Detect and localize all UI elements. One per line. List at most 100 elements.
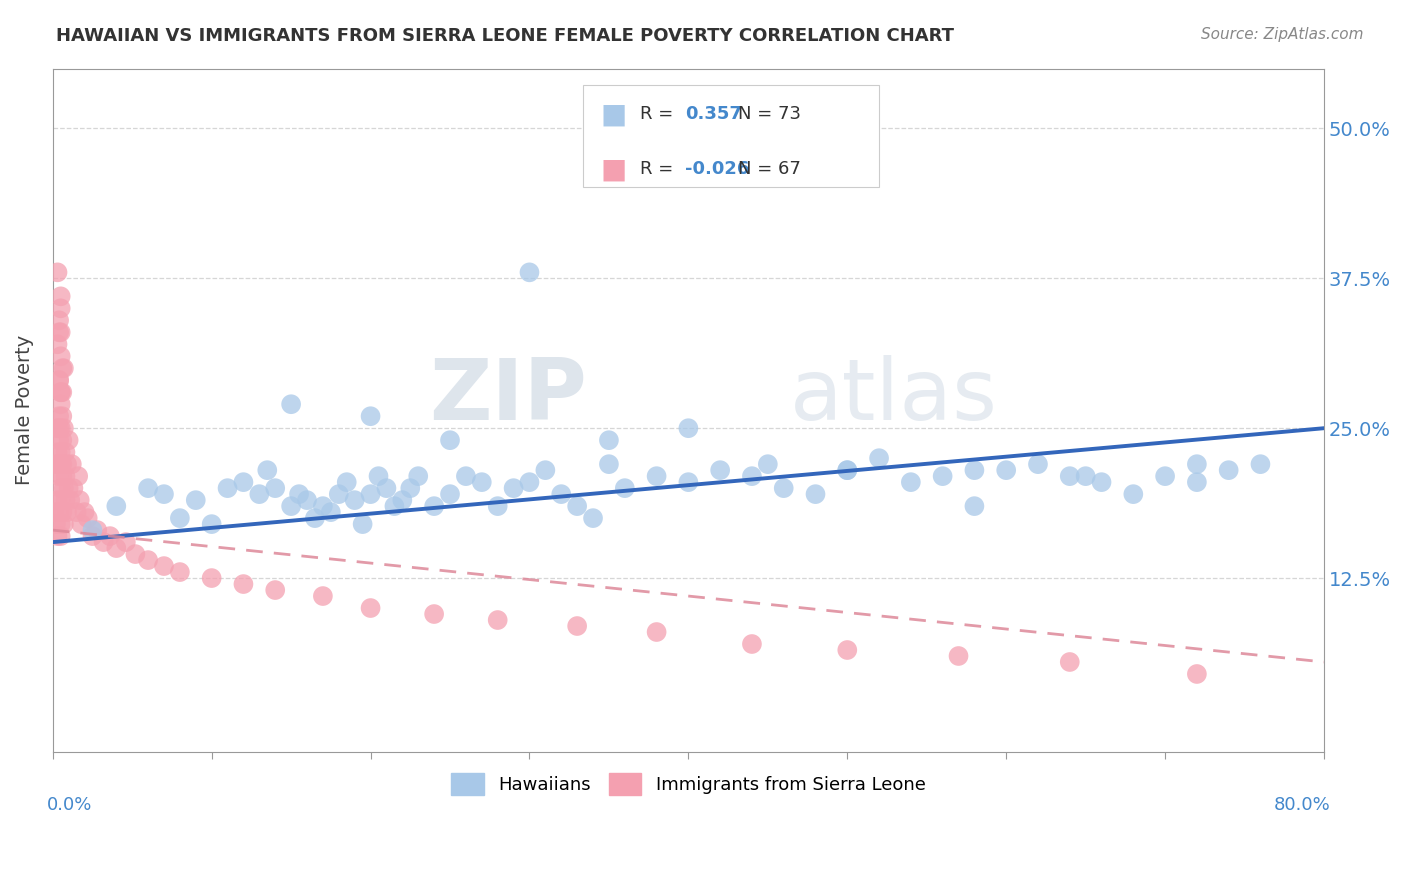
Point — [93, 535, 115, 549]
Text: HAWAIIAN VS IMMIGRANTS FROM SIERRA LEONE FEMALE POVERTY CORRELATION CHART: HAWAIIAN VS IMMIGRANTS FROM SIERRA LEONE… — [56, 27, 955, 45]
Point — [51, 409, 73, 424]
Point — [136, 481, 159, 495]
Point — [46, 265, 69, 279]
Point — [49, 385, 72, 400]
Point — [502, 481, 524, 495]
Point — [312, 589, 335, 603]
Point — [51, 469, 73, 483]
Point — [328, 487, 350, 501]
Point — [312, 499, 335, 513]
Point — [48, 313, 70, 327]
Point — [963, 499, 986, 513]
Text: 0.0%: 0.0% — [46, 797, 91, 814]
Point — [46, 337, 69, 351]
Point — [105, 499, 128, 513]
Point — [51, 457, 73, 471]
Point — [49, 493, 72, 508]
Point — [319, 505, 342, 519]
Point — [931, 469, 953, 483]
Point — [1249, 457, 1271, 471]
Point — [67, 469, 90, 483]
Point — [486, 613, 509, 627]
Point — [58, 433, 80, 447]
Point — [169, 511, 191, 525]
Point — [360, 487, 382, 501]
Point — [232, 577, 254, 591]
Point — [534, 463, 557, 477]
Point — [868, 451, 890, 466]
Point — [900, 475, 922, 490]
Point — [837, 463, 859, 477]
Point — [264, 583, 287, 598]
Point — [1185, 457, 1208, 471]
Text: N = 73: N = 73 — [738, 105, 801, 123]
Point — [55, 469, 77, 483]
Point — [217, 481, 239, 495]
Text: ■: ■ — [600, 100, 627, 128]
Point — [65, 505, 87, 519]
Point — [48, 373, 70, 387]
Point — [582, 511, 605, 525]
Point — [55, 493, 77, 508]
Point — [48, 373, 70, 387]
Point — [645, 469, 668, 483]
Point — [256, 463, 278, 477]
Point — [49, 481, 72, 495]
Text: ZIP: ZIP — [429, 355, 586, 438]
Point — [46, 445, 69, 459]
Point — [295, 493, 318, 508]
Point — [772, 481, 794, 495]
Point — [1074, 469, 1097, 483]
Point — [49, 289, 72, 303]
Text: R =: R = — [640, 161, 673, 178]
Point — [360, 409, 382, 424]
Point — [56, 457, 79, 471]
Point — [48, 433, 70, 447]
Point — [837, 463, 859, 477]
Point — [201, 517, 224, 532]
Point — [598, 457, 620, 471]
Point — [62, 481, 84, 495]
Point — [1059, 655, 1081, 669]
Point — [86, 523, 108, 537]
Point — [565, 499, 588, 513]
Point — [48, 457, 70, 471]
Point — [336, 475, 359, 490]
Point — [52, 421, 75, 435]
Point — [105, 541, 128, 555]
Point — [55, 445, 77, 459]
Point — [519, 265, 541, 279]
Point — [76, 511, 98, 525]
Text: atlas: atlas — [790, 355, 998, 438]
Point — [486, 499, 509, 513]
Point — [49, 457, 72, 471]
Legend: Hawaiians, Immigrants from Sierra Leone: Hawaiians, Immigrants from Sierra Leone — [441, 764, 935, 805]
Point — [598, 433, 620, 447]
Point — [52, 517, 75, 532]
Text: 0.357: 0.357 — [685, 105, 741, 123]
Text: Source: ZipAtlas.com: Source: ZipAtlas.com — [1201, 27, 1364, 42]
Text: N = 67: N = 67 — [738, 161, 801, 178]
Point — [49, 517, 72, 532]
Point — [46, 421, 69, 435]
Point — [439, 487, 461, 501]
Point — [153, 559, 176, 574]
Point — [184, 493, 207, 508]
Point — [48, 409, 70, 424]
Point — [288, 487, 311, 501]
Point — [1026, 457, 1049, 471]
Point — [52, 481, 75, 495]
Point — [82, 529, 104, 543]
Point — [565, 619, 588, 633]
Point — [115, 535, 138, 549]
Point — [1185, 475, 1208, 490]
Point — [56, 505, 79, 519]
Point — [44, 505, 66, 519]
Point — [153, 487, 176, 501]
Point — [304, 511, 326, 525]
Point — [48, 505, 70, 519]
Point — [1090, 475, 1112, 490]
Point — [45, 457, 67, 471]
Point — [804, 487, 827, 501]
Point — [678, 421, 700, 435]
